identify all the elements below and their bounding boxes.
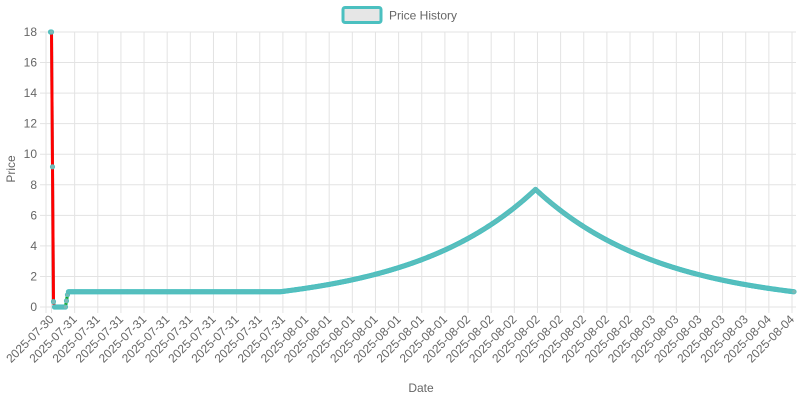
y-axis-ticks: 0 2 4 6 8 10 12 14 16 18 (24, 25, 38, 314)
data-point (62, 304, 69, 310)
data-point (63, 298, 70, 304)
x-axis-title: Date (408, 381, 434, 395)
legend-swatch[interactable] (341, 6, 383, 24)
legend[interactable]: Price History (341, 6, 457, 24)
y-tick-label: 16 (24, 56, 38, 70)
y-tick-label: 12 (24, 117, 38, 131)
data-point (791, 289, 797, 295)
price-down-segment (49, 31, 54, 167)
y-tick-label: 10 (24, 147, 38, 161)
legend-label[interactable]: Price History (389, 9, 457, 23)
y-tick-label: 4 (30, 239, 37, 253)
data-point (49, 164, 56, 170)
y-tick-label: 2 (30, 269, 37, 283)
series-price-history (47, 29, 797, 310)
y-tick-label: 14 (24, 86, 38, 100)
price-down-segment (50, 166, 55, 302)
y-axis-title: Price (4, 155, 18, 183)
y-tick-label: 0 (30, 300, 37, 314)
y-tick-label: 6 (30, 208, 37, 222)
data-point (50, 299, 57, 305)
y-tick-label: 8 (30, 178, 37, 192)
y-tick-label: 18 (24, 25, 38, 39)
x-axis-ticks: 2025-07-302025-07-312025-07-312025-07-31… (3, 312, 797, 366)
data-point (48, 29, 55, 35)
